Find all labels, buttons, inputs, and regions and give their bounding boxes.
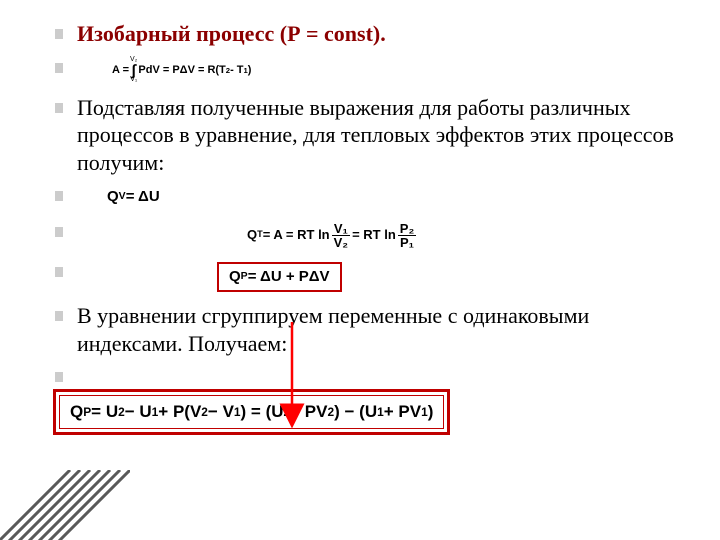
den: V₂ [332, 236, 350, 249]
txt: = RT ln [352, 227, 396, 243]
txt: Q [107, 188, 119, 207]
para2-text: В уравнении сгруппируем переменные с оди… [77, 303, 589, 356]
txt: - T [230, 64, 243, 78]
integral-icon: V₂ ∫ V₁ [130, 57, 137, 83]
qp-long-wrapper: QP = U2 − U1 + P(V2 − V1) = (U2 + PV2) −… [53, 389, 690, 435]
para1: Подставляя полученные выражения для рабо… [55, 94, 690, 177]
formula-qv: QV = ΔU [107, 188, 160, 207]
num: V₁ [332, 222, 350, 236]
title-line: Изобарный процесс (Р = const). [55, 20, 690, 48]
formula-qt-row: QT = A = RT ln V₁ V₂ = RT ln P₂ P₁ [55, 218, 690, 252]
formula-qt: QT = A = RT ln V₁ V₂ = RT ln P₂ P₁ [247, 222, 418, 249]
para1-text: Подставляя полученные выражения для рабо… [77, 95, 674, 175]
int-lower: V₁ [130, 77, 137, 83]
sub: V [119, 190, 126, 203]
formula-work-row: A = V₂ ∫ V₁ PdV = PΔV = R(T2 - T1) [55, 54, 690, 88]
formula-qp-long: QP = U2 − U1 + P(V2 − V1) = (U2 + PV2) −… [70, 402, 433, 422]
formula-work: A = V₂ ∫ V₁ PdV = PΔV = R(T2 - T1) [112, 57, 251, 83]
txt: Q [247, 227, 257, 243]
txt: Q [229, 268, 241, 287]
formula-qp-short-row: QP = ΔU + PΔV [55, 258, 690, 296]
formula-qp-short: QP = ΔU + PΔV [229, 268, 330, 287]
txt: A = [112, 64, 129, 78]
num: P₂ [398, 222, 416, 236]
box-qp-long-outer: QP = U2 − U1 + P(V2 − V1) = (U2 + PV2) −… [53, 389, 450, 435]
slide: Изобарный процесс (Р = const). A = V₂ ∫ … [0, 0, 720, 540]
empty-bullet [55, 363, 690, 383]
box-qp-short: QP = ΔU + PΔV [217, 262, 342, 293]
int-sym: ∫ [132, 64, 136, 78]
frac-p: P₂ P₁ [398, 222, 416, 249]
txt: PdV = PΔV = R(T [138, 64, 225, 78]
formula-qv-row: QV = ΔU [55, 182, 690, 212]
frac-v: V₁ V₂ [332, 222, 350, 249]
txt: = A = RT ln [263, 227, 330, 243]
corner-stripes-icon [0, 470, 130, 540]
txt: = ΔU [126, 188, 160, 207]
sub: P [241, 270, 248, 283]
box-qp-long-inner: QP = U2 − U1 + P(V2 − V1) = (U2 + PV2) −… [59, 395, 444, 429]
para2: В уравнении сгруппируем переменные с оди… [55, 302, 690, 357]
txt: = ΔU + PΔV [248, 268, 330, 287]
den: P₁ [398, 236, 416, 249]
title-text: Изобарный процесс (Р = const). [77, 21, 386, 46]
txt: ) [248, 64, 252, 78]
